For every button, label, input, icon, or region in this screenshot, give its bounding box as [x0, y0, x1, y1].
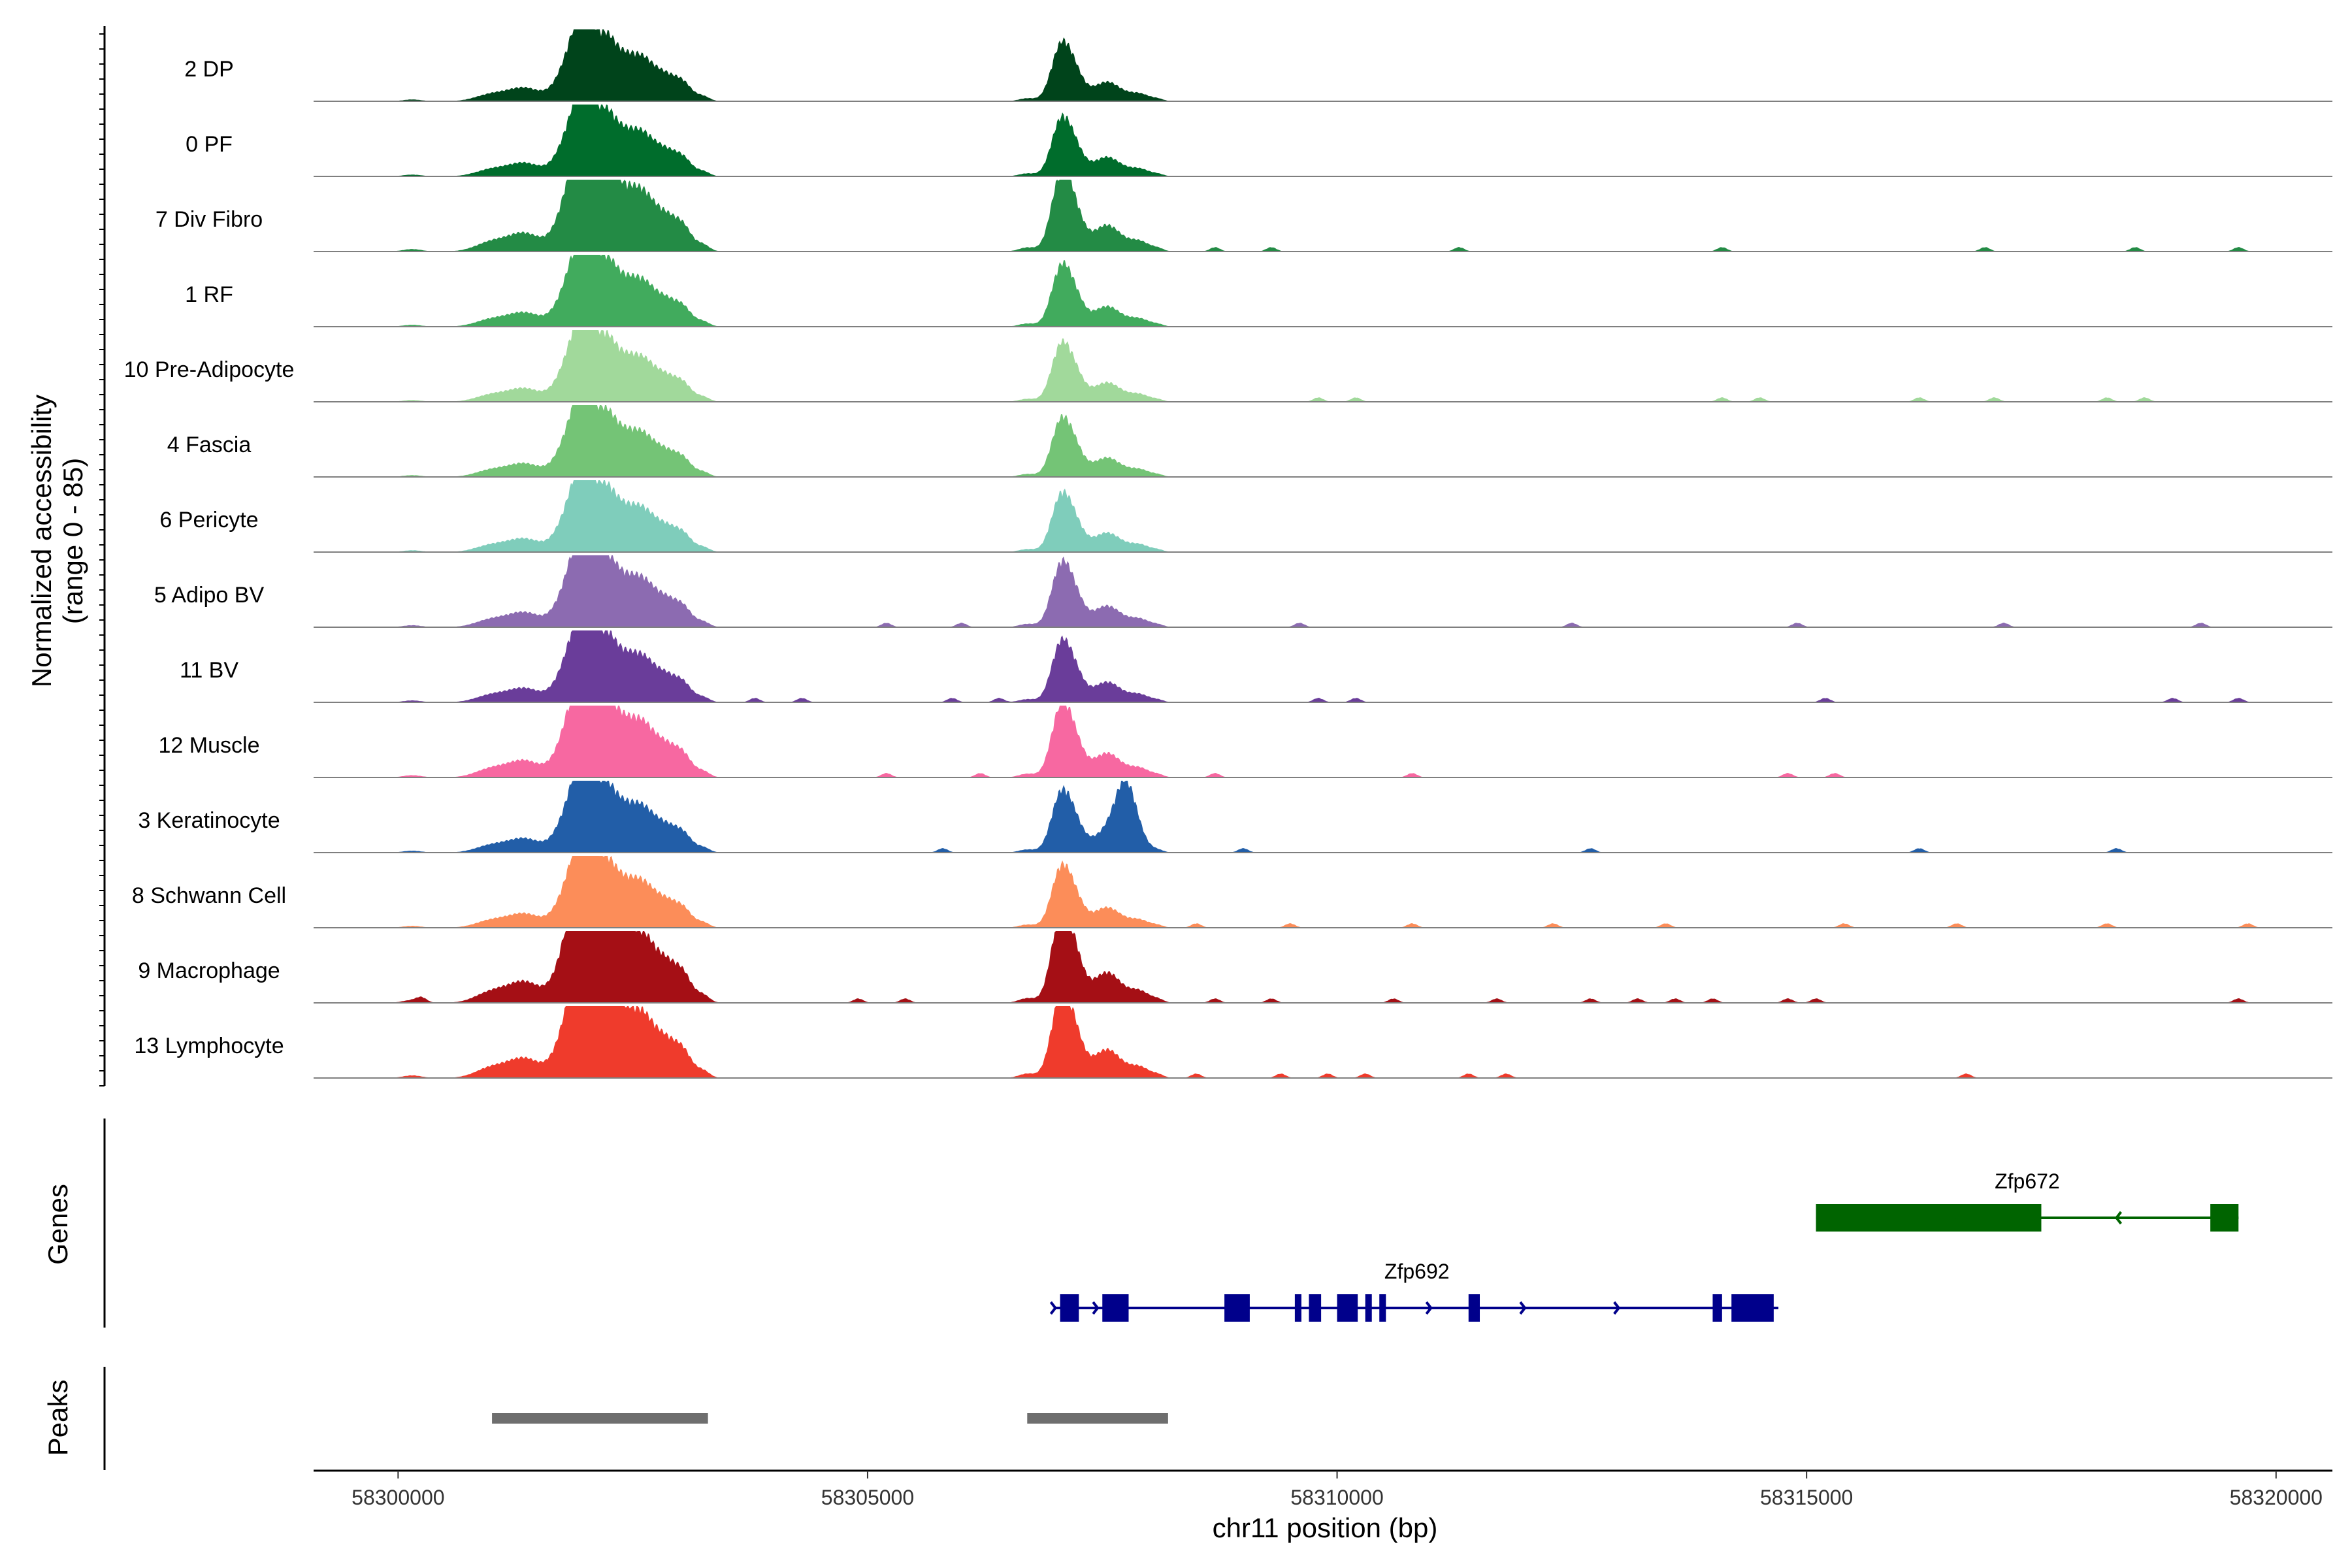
track-8-schwann-cell: 8 Schwann Cell — [132, 856, 2332, 928]
strand-arrow — [1425, 1301, 1433, 1315]
strand-arrow — [1092, 1301, 1100, 1315]
peaks-track — [103, 1367, 1168, 1470]
peaks-track-label: Peaks — [42, 1380, 73, 1456]
gene-zfp692: Zfp692 — [1049, 1260, 1779, 1322]
track-10-pre-adipocyte: 10 Pre-Adipocyte — [124, 330, 2332, 402]
gene-exon — [1102, 1294, 1129, 1322]
track-5-adipo-bv: 5 Adipo BV — [154, 555, 2332, 628]
gene-zfp672: Zfp672 — [1816, 1169, 2239, 1232]
y-axis-title-line1: Normalized accessibility — [26, 395, 57, 687]
track-label: 5 Adipo BV — [154, 583, 265, 608]
coverage-area — [314, 781, 2332, 853]
gene-exon — [1337, 1294, 1358, 1322]
coverage-area — [314, 480, 2332, 552]
coverage-area — [314, 29, 2332, 101]
coverage-area — [314, 255, 2332, 327]
strand-arrow — [1519, 1301, 1527, 1315]
track-label: 8 Schwann Cell — [132, 883, 286, 908]
x-tick-label: 58300000 — [351, 1486, 444, 1509]
gene-exon — [1294, 1294, 1301, 1322]
track-4-fascia: 4 Fascia — [167, 405, 2332, 478]
peak-region — [492, 1413, 708, 1424]
track-label: 3 Keratinocyte — [138, 808, 280, 833]
coverage-area — [314, 1006, 2332, 1078]
track-9-macrophage: 9 Macrophage — [138, 931, 2332, 1004]
strand-arrow — [1613, 1301, 1621, 1315]
track-2-dp: 2 DP — [184, 29, 2332, 102]
track-12-muscle: 12 Muscle — [159, 706, 2332, 778]
x-axis-title: chr11 position (bp) — [1213, 1512, 1438, 1543]
gene-exon — [1309, 1294, 1322, 1322]
track-label: 4 Fascia — [167, 433, 252, 457]
genes-track-label: Genes — [42, 1184, 73, 1265]
gene-label: Zfp692 — [1384, 1260, 1450, 1283]
coverage-area — [314, 706, 2332, 777]
coverage-area — [314, 630, 2332, 702]
track-label: 7 Div Fibro — [155, 207, 263, 232]
x-tick-label: 58310000 — [1290, 1486, 1383, 1509]
gene-exon — [2210, 1204, 2239, 1232]
x-axis: 58300000 58305000 58310000 58315000 58320000 — [314, 1469, 2332, 1509]
coverage-area — [314, 856, 2332, 928]
gene-exon — [1224, 1294, 1250, 1322]
track-3-keratinocyte: 3 Keratinocyte — [138, 781, 2332, 853]
x-tick-label: 58320000 — [2230, 1486, 2323, 1509]
track-13-lymphocyte: 13 Lymphocyte — [134, 1006, 2332, 1079]
track-11-bv: 11 BV — [180, 630, 2332, 703]
track-label: 10 Pre-Adipocyte — [124, 357, 295, 382]
strand-arrow — [1049, 1301, 1057, 1315]
gene-exon — [1816, 1204, 2042, 1232]
gene-exon — [1731, 1294, 1774, 1322]
accessibility-axis — [99, 26, 106, 1086]
track-label: 13 Lymphocyte — [134, 1034, 284, 1058]
coverage-area — [314, 405, 2332, 477]
track-label: 6 Pericyte — [159, 508, 258, 532]
gene-exon — [1379, 1294, 1386, 1322]
y-axis-title-line2: (range 0 - 85) — [57, 458, 88, 624]
track-0-pf: 0 PF — [186, 105, 2332, 177]
track-label: 9 Macrophage — [138, 958, 280, 983]
gene-exon — [1468, 1294, 1480, 1322]
track-label: 12 Muscle — [159, 733, 260, 758]
coverage-area — [314, 180, 2332, 252]
coverage-area — [314, 931, 2332, 1003]
strand-arrow — [2114, 1211, 2123, 1225]
x-tick-label: 58305000 — [821, 1486, 914, 1509]
track-label: 0 PF — [186, 132, 233, 157]
track-1-rf: 1 RF — [185, 255, 2332, 327]
genes-track: Zfp672 Zfp692 — [103, 1119, 2239, 1328]
track-label: 2 DP — [184, 57, 234, 82]
track-label: 11 BV — [180, 658, 238, 683]
track-7-div-fibro: 7 Div Fibro — [155, 180, 2332, 252]
coverage-tracks: 2 DP 0 PF 7 Div Fibro 1 RF 10 Pre-Adipocyte 4… — [124, 29, 2332, 1079]
track-6-pericyte: 6 Pericyte — [159, 480, 2332, 553]
gene-exon — [1060, 1294, 1079, 1322]
peak-region — [1027, 1413, 1168, 1424]
track-label: 1 RF — [185, 282, 233, 307]
coverage-area — [314, 555, 2332, 627]
coverage-area — [314, 330, 2332, 402]
gene-exon — [1365, 1294, 1372, 1322]
strand-arrow — [1955, 1211, 1963, 1225]
gene-label: Zfp672 — [1995, 1169, 2060, 1193]
x-tick-label: 58315000 — [1760, 1486, 1853, 1509]
gene-exon — [1712, 1294, 1722, 1322]
coverage-area — [314, 105, 2332, 176]
